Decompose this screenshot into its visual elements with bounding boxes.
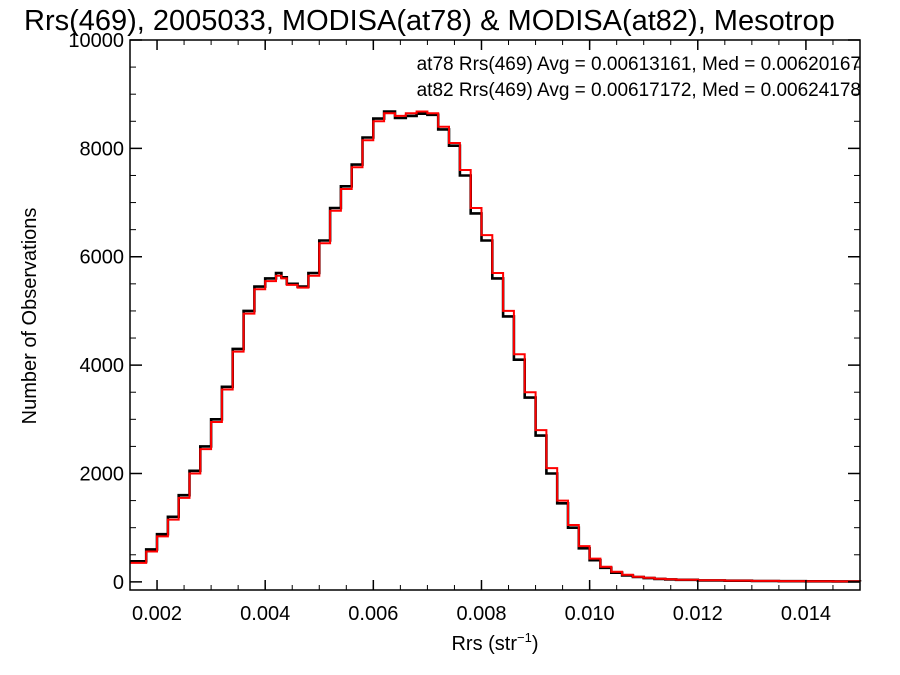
x-axis-ticks: 0.002 0.004 0.006 0.008 0.010 0.012 0.014 (129, 40, 861, 625)
x-tick-label: 0.010 (565, 603, 615, 625)
x-tick-label: 0.002 (132, 603, 182, 625)
x-axis-label: Rrs (str−1) (451, 630, 538, 655)
annotation-at78-stats: at78 Rrs(469) Avg = 0.00613161, Med = 0.… (417, 54, 861, 75)
x-tick-label: 0.012 (673, 603, 723, 625)
x-tick-label: 0.008 (456, 603, 506, 625)
y-tick-label: 2000 (80, 463, 125, 485)
y-axis-ticks: 0 2000 4000 6000 8000 10000 (68, 30, 860, 594)
y-tick-label: 8000 (80, 138, 125, 160)
y-tick-label: 6000 (80, 247, 125, 269)
x-tick-label: 0.014 (781, 603, 831, 625)
x-axis-label-close: ) (532, 633, 539, 655)
annotation-at82-stats: at82 Rrs(469) Avg = 0.00617172, Med = 0.… (417, 80, 861, 101)
series-line-at82 (130, 110, 861, 583)
y-axis-label: Number of Observations (19, 208, 41, 425)
x-axis-label-superscript: −1 (517, 630, 532, 645)
x-tick-label: 0.006 (348, 603, 398, 625)
chart-title: Rrs(469), 2005033, MODISA(at78) & MODISA… (24, 5, 835, 37)
y-tick-label: 0 (113, 572, 124, 594)
y-tick-label: 4000 (80, 355, 125, 377)
plot-series-group (130, 110, 862, 583)
plot-frame (129, 39, 861, 591)
x-tick-label: 0.004 (240, 603, 290, 625)
y-tick-label: 10000 (68, 30, 124, 52)
x-axis-label-main: Rrs (str (451, 633, 517, 655)
series-line-at78 (130, 110, 862, 583)
